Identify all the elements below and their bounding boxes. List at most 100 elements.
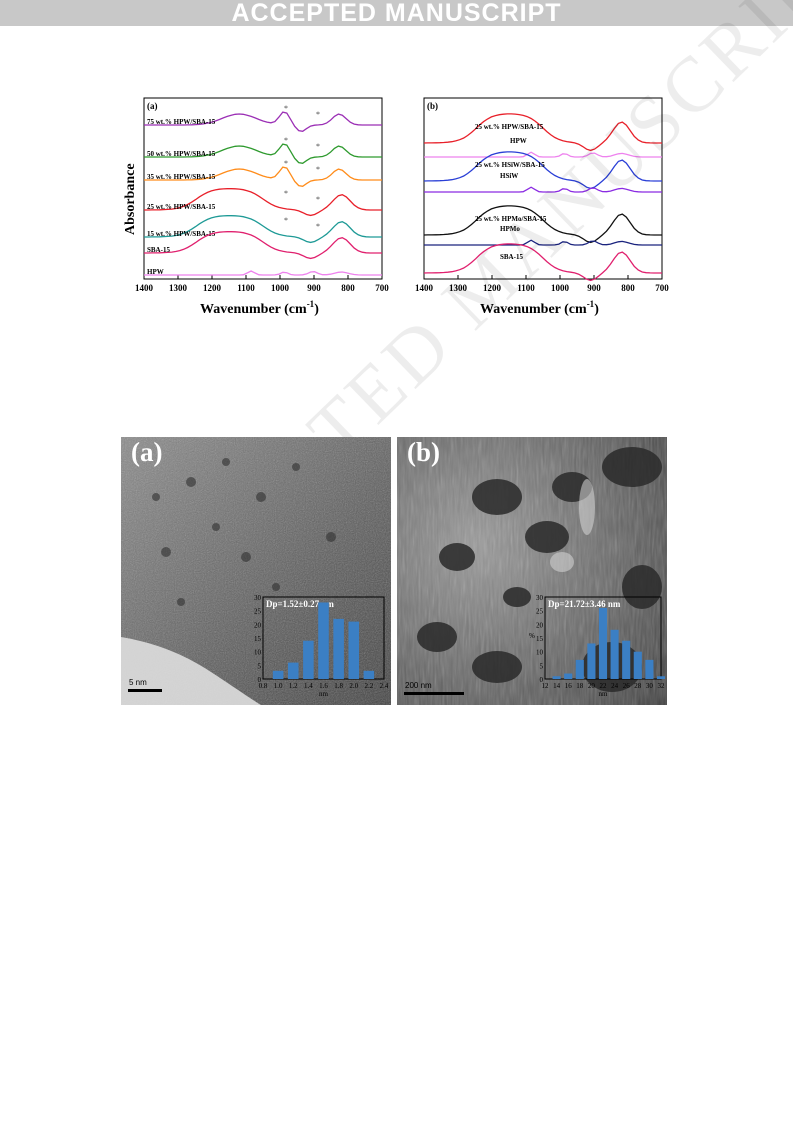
x-tick-label: 800 (621, 283, 635, 293)
spectrum-line (424, 186, 662, 193)
x-tick-label: 1200 (203, 283, 222, 293)
histogram-bar (287, 662, 299, 679)
histogram-bar (564, 673, 573, 679)
spectra-series: 25 wt.% HPW/SBA-15 HPW 25 wt.% HSiW/SBA-15… (423, 113, 662, 282)
ftir-panel-b: (b) 1400 1300 1200 1100 1000 900 800 700 25 wt.… (400, 95, 672, 320)
spectra-series: 75 wt.% HPW/SBA-15 * * 50 wt.% HPW/SBA-15 * *… (144, 104, 382, 276)
ftir-panel-a: (a) Absorbance 1400 1300 1200 1100 1000 900 80… (120, 95, 392, 320)
inset-y-tick: 20 (254, 621, 262, 629)
x-tick-label: 1000 (551, 283, 570, 293)
series-label: SBA-15 (147, 246, 170, 254)
inset-x-label: nm (599, 690, 609, 698)
x-ticks: 1400 1300 1200 1100 1000 900 800 700 (415, 275, 669, 293)
inset-y-tick: 15 (254, 635, 262, 643)
spectrum-line (144, 215, 382, 244)
series-label: 25 wt.% HPW/SBA-15 (147, 203, 216, 211)
inset-y-tick: 30 (254, 594, 262, 602)
scale-label: 5 nm (129, 678, 147, 687)
inset-x-tick: 1.2 (289, 682, 298, 690)
peak-marker: * (284, 159, 288, 168)
tem-image-b: (b) 200 nm Dp=21.72±3.46 nm 0 5 10 15 20 25 30 1… (397, 437, 667, 705)
x-tick-label: 1200 (483, 283, 502, 293)
series-label: HPMo (500, 225, 520, 233)
series-label: 75 wt.% HPW/SBA-15 (147, 118, 216, 126)
peak-marker: * (316, 110, 320, 119)
spectrum-line (144, 231, 382, 260)
tem-image-a: (a) 5 nm Dp=1.52±0.27 nm 0 5 10 15 20 25 30 0.8 1… (121, 437, 391, 705)
x-tick-label: 1100 (237, 283, 255, 293)
inset-x-tick: 1.4 (304, 682, 313, 690)
series-label: HPW (510, 137, 527, 145)
series-label: HSiW (500, 172, 518, 180)
inset-y-tick: 5 (258, 662, 262, 670)
inset-x-tick: 1.0 (274, 682, 283, 690)
spectrum-line (144, 270, 382, 276)
tem-panel-label: (a) (131, 437, 163, 467)
x-tick-label: 900 (307, 283, 321, 293)
histogram-bar (552, 676, 561, 679)
inset-y-tick: 0 (258, 676, 262, 684)
x-tick-label: 900 (587, 283, 601, 293)
ftir-chart-b: (b) 1400 1300 1200 1100 1000 900 800 700 25 wt.… (415, 97, 669, 317)
histogram-bar (303, 640, 314, 679)
x-axis-label: Wavenumber (cm-1) (200, 299, 319, 317)
histogram-bar (633, 651, 642, 679)
inset-x-tick: 16 (565, 682, 573, 690)
inset-y-tick: 0 (540, 676, 544, 684)
x-tick-label: 1300 (449, 283, 468, 293)
series-label: 15 wt.% HPW/SBA-15 (147, 230, 216, 238)
peak-marker: * (316, 195, 320, 204)
spectrum-line (144, 166, 382, 187)
panel-label: (b) (427, 101, 438, 111)
spectrum-line (144, 143, 382, 164)
inset-x-tick: 32 (658, 682, 666, 690)
histogram-bar (333, 618, 344, 679)
x-tick-label: 700 (375, 283, 389, 293)
peak-marker: * (284, 189, 288, 198)
histogram-bar (575, 659, 584, 679)
inset-x-tick: 1.6 (319, 682, 328, 690)
histogram-bar (363, 670, 375, 679)
series-label: 50 wt.% HPW/SBA-15 (147, 150, 216, 158)
inset-x-tick: 12 (542, 682, 550, 690)
ftir-chart-a: (a) Absorbance 1400 1300 1200 1100 1000 900 80… (123, 97, 389, 317)
inset-y-tick: 30 (536, 594, 544, 602)
inset-x-tick: 26 (623, 682, 631, 690)
inset-y-label: % (529, 632, 535, 640)
inset-y-tick: 25 (536, 608, 544, 616)
series-label: 25 wt.% HSiW/SBA-15 (475, 161, 545, 169)
y-axis-label: Absorbance (123, 163, 138, 235)
histogram-bar (622, 640, 631, 679)
series-label: 35 wt.% HPW/SBA-15 (147, 173, 216, 181)
inset-x-tick: 2.2 (365, 682, 374, 690)
histogram-bar (645, 659, 654, 679)
histogram-bar (598, 607, 608, 679)
panel-label: (a) (147, 101, 158, 111)
accepted-manuscript-banner: ACCEPTED MANUSCRIPT (0, 0, 793, 27)
scale-bar (404, 692, 464, 695)
inset-x-tick: 0.8 (259, 682, 268, 690)
histogram-bar (610, 629, 619, 679)
histogram-bar (587, 643, 596, 679)
inset-y-tick: 10 (536, 649, 544, 657)
histogram-bar (318, 602, 329, 679)
inset-y-tick: 25 (254, 608, 262, 616)
inset-x-tick: 2.0 (349, 682, 358, 690)
spectrum-line (144, 188, 382, 217)
scale-bar (128, 689, 162, 692)
peak-marker: * (284, 136, 288, 145)
inset-x-label: nm (319, 690, 329, 698)
plot-frame (143, 97, 383, 280)
spectrum-line (423, 151, 662, 190)
x-tick-label: 1300 (169, 283, 188, 293)
inset-y-tick: 5 (540, 662, 544, 670)
inset-x-tick: 28 (634, 682, 642, 690)
series-label: 25 wt.% HPMo/SBA-15 (475, 215, 547, 223)
inset-x-tick: 22 (600, 682, 608, 690)
histogram-bar (656, 676, 665, 679)
inset-y-tick: 10 (254, 649, 262, 657)
tem-micrograph-a (121, 437, 391, 705)
series-label: HPW (147, 268, 164, 276)
inset-x-tick: 30 (646, 682, 654, 690)
peak-marker: * (284, 216, 288, 225)
